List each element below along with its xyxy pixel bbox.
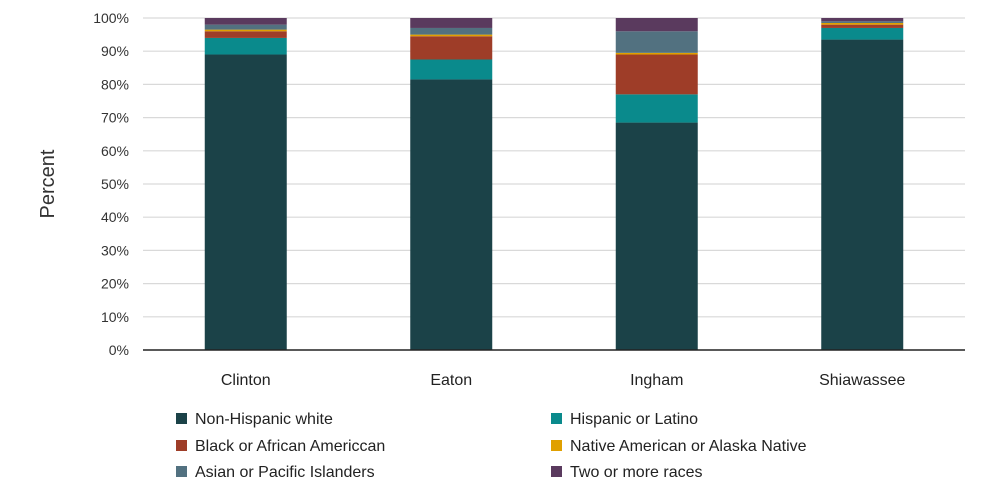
y-tick-label: 40% (101, 209, 129, 225)
bar-segment (821, 24, 904, 28)
bar-segment (204, 29, 287, 32)
bar-segment (204, 18, 287, 25)
legend-item: Non-Hispanic white (176, 411, 333, 428)
bar-segment (410, 18, 493, 28)
y-tick-label: 20% (101, 276, 129, 292)
y-tick-label: 70% (101, 110, 129, 126)
bar-segment (204, 24, 287, 30)
y-tick-label: 60% (101, 143, 129, 159)
bar-segment (615, 94, 698, 123)
legend-swatch (551, 413, 562, 424)
y-axis-ticks: 0% 10% 20% 30% 40% 50% 60% 70% 80% 90% 100% (93, 10, 129, 358)
y-tick-label: 80% (101, 76, 129, 92)
legend-label: Two or more races (570, 464, 702, 481)
legend-label: Black or African Americcan (195, 438, 385, 455)
legend-item: Two or more races (551, 464, 702, 481)
legend-swatch (176, 466, 187, 477)
bar-segment (204, 54, 287, 351)
legend-label: Native American or Alaska Native (570, 438, 807, 455)
legend-swatch (551, 440, 562, 451)
bar-segment (204, 37, 287, 55)
legend-label: Hispanic or Latino (570, 411, 698, 428)
bar-stack-shiawassee (821, 18, 904, 351)
bar-segment (410, 27, 493, 35)
bar-stack-eaton (410, 18, 493, 351)
x-axis-labels: Clinton Eaton Ingham Shiawassee (221, 372, 906, 389)
legend-swatch (176, 413, 187, 424)
legend-label: Non-Hispanic white (195, 411, 333, 428)
bar-stack-clinton (204, 18, 287, 351)
bar-segment (410, 36, 493, 60)
y-tick-label: 90% (101, 43, 129, 59)
bar-segment (821, 21, 904, 23)
bar-segment (821, 27, 904, 40)
y-tick-label: 10% (101, 309, 129, 325)
legend-item: Black or African Americcan (176, 438, 385, 455)
bar-segment (615, 18, 698, 32)
x-tick-label: Eaton (430, 372, 472, 389)
legend: Non-Hispanic white Hispanic or Latino Blac… (176, 411, 807, 481)
x-tick-label: Clinton (221, 372, 271, 389)
y-tick-label: 50% (101, 176, 129, 192)
bar-segment (615, 122, 698, 350)
bar-segment (615, 31, 698, 53)
bar-segment (410, 59, 493, 80)
bar-segment (410, 79, 493, 351)
bar-segment (821, 22, 904, 25)
y-tick-label: 100% (93, 10, 129, 26)
bar-segment (821, 18, 904, 22)
y-tick-label: 30% (101, 242, 129, 258)
legend-item: Native American or Alaska Native (551, 438, 807, 455)
legend-item: Hispanic or Latino (551, 411, 698, 428)
y-tick-label: 0% (109, 342, 129, 358)
legend-swatch (176, 440, 187, 451)
legend-swatch (551, 466, 562, 477)
bars (204, 18, 904, 351)
bar-segment (821, 39, 904, 351)
bar-segment (204, 31, 287, 38)
y-axis-label: Percent (37, 149, 59, 218)
x-tick-label: Ingham (630, 372, 683, 389)
x-tick-label: Shiawassee (819, 372, 905, 389)
bar-segment (410, 34, 493, 37)
bar-stack-ingham (615, 18, 698, 350)
bar-segment (615, 52, 698, 55)
bar-segment (615, 54, 698, 95)
legend-item: Asian or Pacific Islanders (176, 464, 375, 481)
legend-label: Asian or Pacific Islanders (195, 464, 375, 481)
